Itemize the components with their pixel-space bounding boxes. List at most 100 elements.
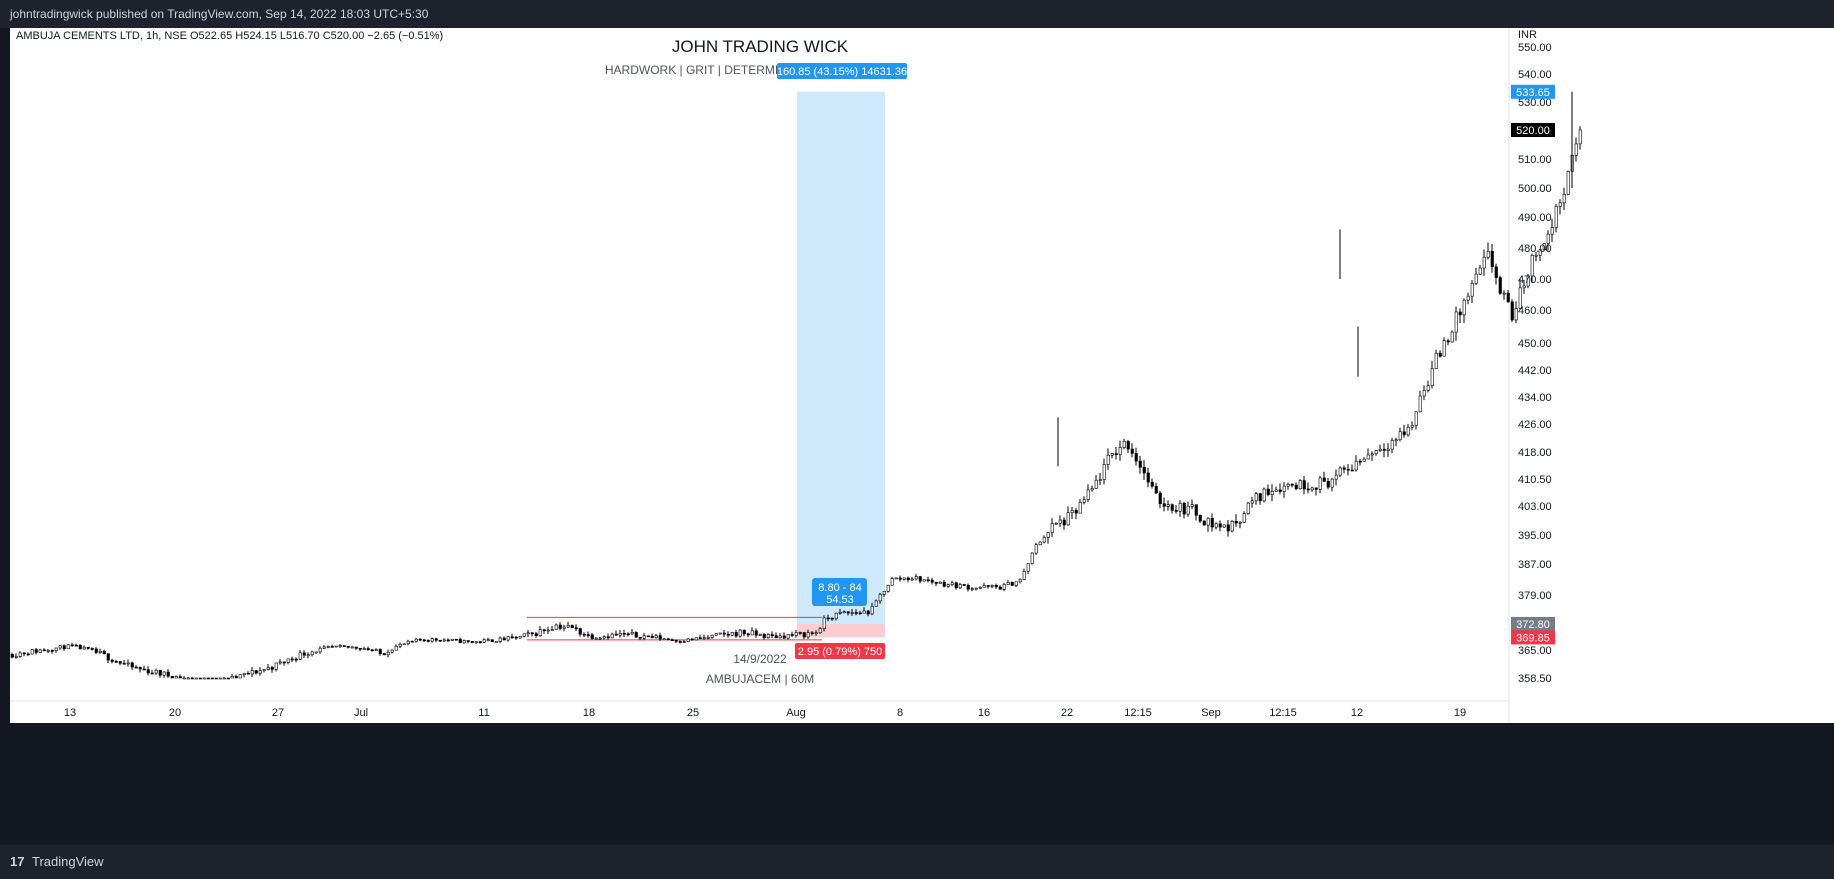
- candle: [1014, 581, 1018, 587]
- candle: [1010, 581, 1014, 586]
- y-tick-label: 410.50: [1518, 474, 1552, 486]
- candle: [1206, 517, 1210, 532]
- candle: [458, 637, 462, 644]
- candle: [1394, 437, 1398, 447]
- candle: [614, 630, 618, 636]
- candle: [862, 607, 866, 614]
- candle: [238, 674, 242, 679]
- candle: [146, 666, 150, 676]
- candle: [158, 669, 162, 678]
- candle: [674, 639, 678, 644]
- candle: [1322, 471, 1326, 482]
- candle: [1090, 485, 1094, 492]
- candle: [390, 649, 394, 654]
- candle: [1186, 501, 1190, 517]
- candle: [1434, 349, 1438, 370]
- candle: [430, 637, 434, 643]
- y-tick-label: 450.00: [1518, 338, 1552, 350]
- candle: [666, 637, 670, 641]
- candle: [346, 646, 350, 649]
- candle: [422, 639, 426, 643]
- candle: [646, 635, 650, 638]
- y-tick-label: 500.00: [1518, 183, 1552, 195]
- candle: [858, 610, 862, 615]
- svg-text:8.80 - 84: 8.80 - 84: [818, 582, 861, 594]
- candle: [566, 621, 570, 629]
- candle: [774, 632, 778, 639]
- candle: [354, 646, 358, 650]
- x-tick-label: 16: [978, 707, 990, 719]
- candle: [1106, 448, 1110, 470]
- candle: [38, 648, 42, 654]
- candle: [134, 665, 138, 669]
- candle: [490, 639, 494, 643]
- candle: [394, 644, 398, 651]
- candles: [10, 91, 1582, 680]
- candle: [1218, 520, 1222, 532]
- candle: [638, 636, 642, 641]
- price-chart[interactable]: AMBUJA CEMENTS LTD, 1h, NSE O522.65 H524…: [10, 28, 1834, 844]
- candle: [14, 653, 18, 659]
- candle: [686, 637, 690, 643]
- candle: [1074, 507, 1078, 520]
- long-position-tool[interactable]: [797, 91, 885, 638]
- candle: [370, 648, 374, 652]
- candle: [462, 639, 466, 644]
- candle: [22, 652, 26, 657]
- candle: [282, 661, 286, 666]
- tradingview-brand: TradingView: [32, 854, 104, 869]
- y-tick-label: 470.00: [1518, 274, 1552, 286]
- candle: [538, 626, 542, 637]
- candle: [1110, 453, 1114, 459]
- candle: [170, 675, 174, 679]
- candle: [838, 608, 842, 615]
- candle: [262, 668, 266, 673]
- candle: [742, 629, 746, 637]
- y-tick-label: 510.00: [1518, 154, 1552, 166]
- candle: [54, 647, 58, 653]
- candle: [1066, 506, 1070, 526]
- candle: [978, 586, 982, 589]
- candle: [1050, 518, 1054, 538]
- candle: [294, 657, 298, 663]
- svg-text:54.53: 54.53: [826, 594, 854, 606]
- y-tick-label: 379.00: [1518, 590, 1552, 602]
- x-tick-label: 20: [169, 707, 181, 719]
- candle: [1338, 466, 1342, 478]
- candle: [178, 674, 182, 679]
- x-tick-label: Sep: [1201, 707, 1221, 719]
- candle: [526, 629, 530, 638]
- candle: [126, 659, 130, 667]
- x-tick-label: 25: [687, 707, 699, 719]
- candle: [754, 628, 758, 638]
- y-tick-label: 395.00: [1518, 530, 1552, 542]
- candle: [1070, 506, 1074, 519]
- y-tick-label: 550.00: [1518, 42, 1552, 54]
- y-tick-label: 434.00: [1518, 392, 1552, 404]
- watermark-symbol: AMBUJACEM | 60M: [706, 672, 814, 686]
- candle: [386, 649, 390, 658]
- candle: [554, 623, 558, 631]
- watermark-title: JOHN TRADING WICK: [672, 37, 849, 56]
- candle: [70, 642, 74, 647]
- symbol-legend: AMBUJA CEMENTS LTD, 1h, NSE O522.65 H524…: [16, 30, 443, 42]
- candle: [1518, 279, 1522, 310]
- candle: [1142, 460, 1146, 480]
- candle: [266, 663, 270, 671]
- candle: [750, 627, 754, 636]
- candle: [974, 587, 978, 591]
- y-tick-label: 460.00: [1518, 305, 1552, 317]
- candle: [342, 645, 346, 647]
- candle: [574, 624, 578, 631]
- candle: [198, 677, 202, 680]
- candle: [698, 634, 702, 640]
- candle: [1298, 479, 1302, 490]
- candle: [818, 627, 822, 634]
- candle: [1198, 514, 1202, 524]
- candle: [730, 631, 734, 637]
- candle: [230, 673, 234, 679]
- candle: [682, 639, 686, 643]
- candle: [46, 649, 50, 654]
- x-tick-label: 18: [583, 707, 595, 719]
- candle: [786, 634, 790, 640]
